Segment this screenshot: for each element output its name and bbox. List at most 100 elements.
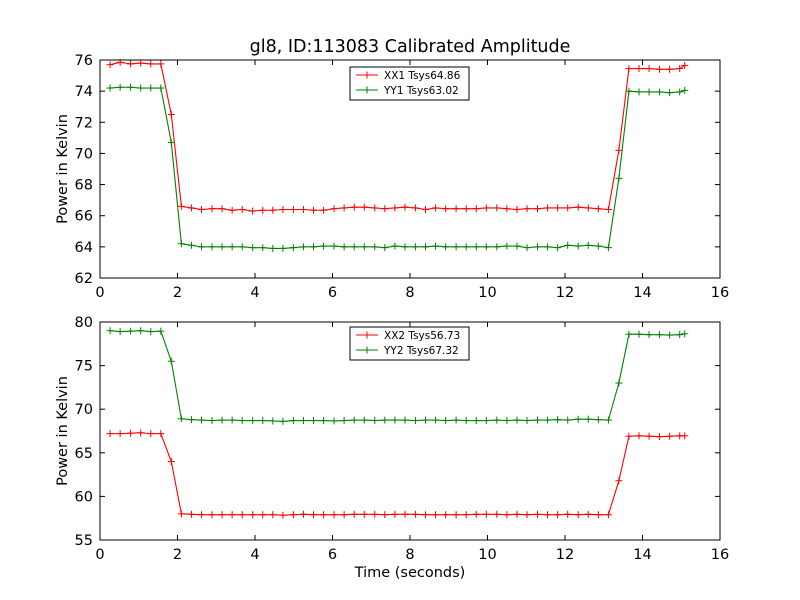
- series-2-point: [523, 244, 531, 252]
- series-1-point: [259, 206, 267, 214]
- series-2-point: [299, 417, 307, 425]
- series-1-point: [442, 511, 450, 519]
- series-2-point: [167, 139, 175, 147]
- series-1-point: [584, 204, 592, 212]
- series-1-point: [249, 511, 257, 519]
- series-1-point: [279, 511, 287, 519]
- series-1-point: [401, 510, 409, 518]
- series-1-point: [350, 510, 358, 518]
- series-2-point: [167, 357, 175, 365]
- series-1-point: [503, 205, 511, 213]
- y-tick-label: 70: [75, 146, 93, 162]
- series-2-point: [116, 83, 124, 91]
- series-1-point: [238, 511, 246, 519]
- series-2-point: [564, 416, 572, 424]
- y-axis-label: Power in Kelvin: [55, 376, 71, 486]
- series-2-point: [238, 243, 246, 251]
- series-2-point: [360, 416, 368, 424]
- series-1-point: [523, 205, 531, 213]
- series-1-point: [187, 204, 195, 212]
- series-2-point: [177, 415, 185, 423]
- series-2-point: [676, 331, 684, 339]
- series-2-point: [106, 84, 114, 92]
- series-1-point: [645, 432, 653, 440]
- series-1-point: [493, 510, 501, 518]
- series-1-point: [371, 204, 379, 212]
- x-tick-label: 2: [173, 547, 182, 563]
- series-1-point: [340, 511, 348, 519]
- series-1-point: [360, 510, 368, 518]
- series-2-point: [198, 243, 206, 251]
- series-1-point: [401, 203, 409, 211]
- series-1-point: [503, 511, 511, 519]
- x-axis-label: Time (seconds): [354, 565, 466, 581]
- y-tick-label: 66: [75, 209, 93, 225]
- y-tick-label: 80: [75, 315, 93, 331]
- series-2-point: [554, 244, 562, 252]
- chart-title: gl8, ID:113083 Calibrated Amplitude: [250, 37, 571, 57]
- series-1-point: [656, 65, 664, 73]
- series-1-point: [177, 510, 185, 518]
- series-line-2: [110, 86, 685, 249]
- series-1-point: [681, 432, 689, 440]
- series-1-point: [310, 206, 318, 214]
- series-2-point: [198, 416, 206, 424]
- series-1-point: [554, 204, 562, 212]
- series-1-point: [218, 205, 226, 213]
- series-2-point: [432, 416, 440, 424]
- series-2-point: [625, 330, 633, 338]
- series-1-point: [523, 511, 531, 519]
- series-2-point: [106, 327, 114, 335]
- series-2-point: [208, 243, 216, 251]
- series-1-point: [289, 511, 297, 519]
- series-1-point: [249, 207, 257, 215]
- x-tick-label: 12: [556, 285, 574, 301]
- series-1-point: [340, 204, 348, 212]
- series-2-point: [452, 243, 460, 251]
- series-1-point: [137, 59, 145, 67]
- series-1-point: [442, 205, 450, 213]
- series-2-point: [350, 243, 358, 251]
- series-1-point: [681, 61, 689, 69]
- series-1-point: [310, 511, 318, 519]
- series-2-point: [625, 87, 633, 95]
- series-1-point: [513, 510, 521, 518]
- y-tick-label: 76: [75, 53, 93, 69]
- series-2-point: [503, 417, 511, 425]
- series-2-point: [360, 243, 368, 251]
- y-tick-label: 65: [75, 446, 93, 462]
- series-2-point: [564, 241, 572, 249]
- series-2-point: [350, 416, 358, 424]
- series-2-point: [391, 242, 399, 250]
- series-1-point: [208, 511, 216, 519]
- legend-label: YY1 Tsys63.02: [383, 85, 459, 97]
- series-2-point: [127, 327, 135, 335]
- series-2-point: [594, 416, 602, 424]
- series-2-point: [666, 89, 674, 97]
- series-2-point: [482, 417, 490, 425]
- series-1-point: [330, 205, 338, 213]
- series-1-point: [157, 60, 165, 68]
- series-1-point: [411, 510, 419, 518]
- legend: XX2 Tsys56.73 YY2 Tsys67.32: [349, 326, 470, 361]
- series-1-point: [493, 204, 501, 212]
- x-tick-label: 14: [633, 285, 651, 301]
- series-2-point: [645, 331, 653, 339]
- legend: XX1 Tsys64.86 YY1 Tsys63.02: [349, 66, 470, 101]
- series-1-point: [564, 510, 572, 518]
- series-2-point: [208, 417, 216, 425]
- series-1-point: [564, 204, 572, 212]
- legend-entry-2: YY1 Tsys63.02: [356, 85, 459, 97]
- series-2-point: [289, 417, 297, 425]
- series-2-point: [269, 417, 277, 425]
- legend-entry-2: YY2 Tsys67.32: [356, 345, 459, 357]
- series-1-point: [666, 432, 674, 440]
- series-1-point: [422, 511, 429, 519]
- y-tick-label: 55: [75, 533, 93, 549]
- series-2-point: [493, 243, 501, 251]
- series-2-point: [645, 88, 653, 96]
- series-2-point: [320, 417, 328, 425]
- series-2-point: [218, 243, 226, 251]
- x-tick-label: 6: [328, 285, 337, 301]
- series-1-point: [645, 65, 653, 73]
